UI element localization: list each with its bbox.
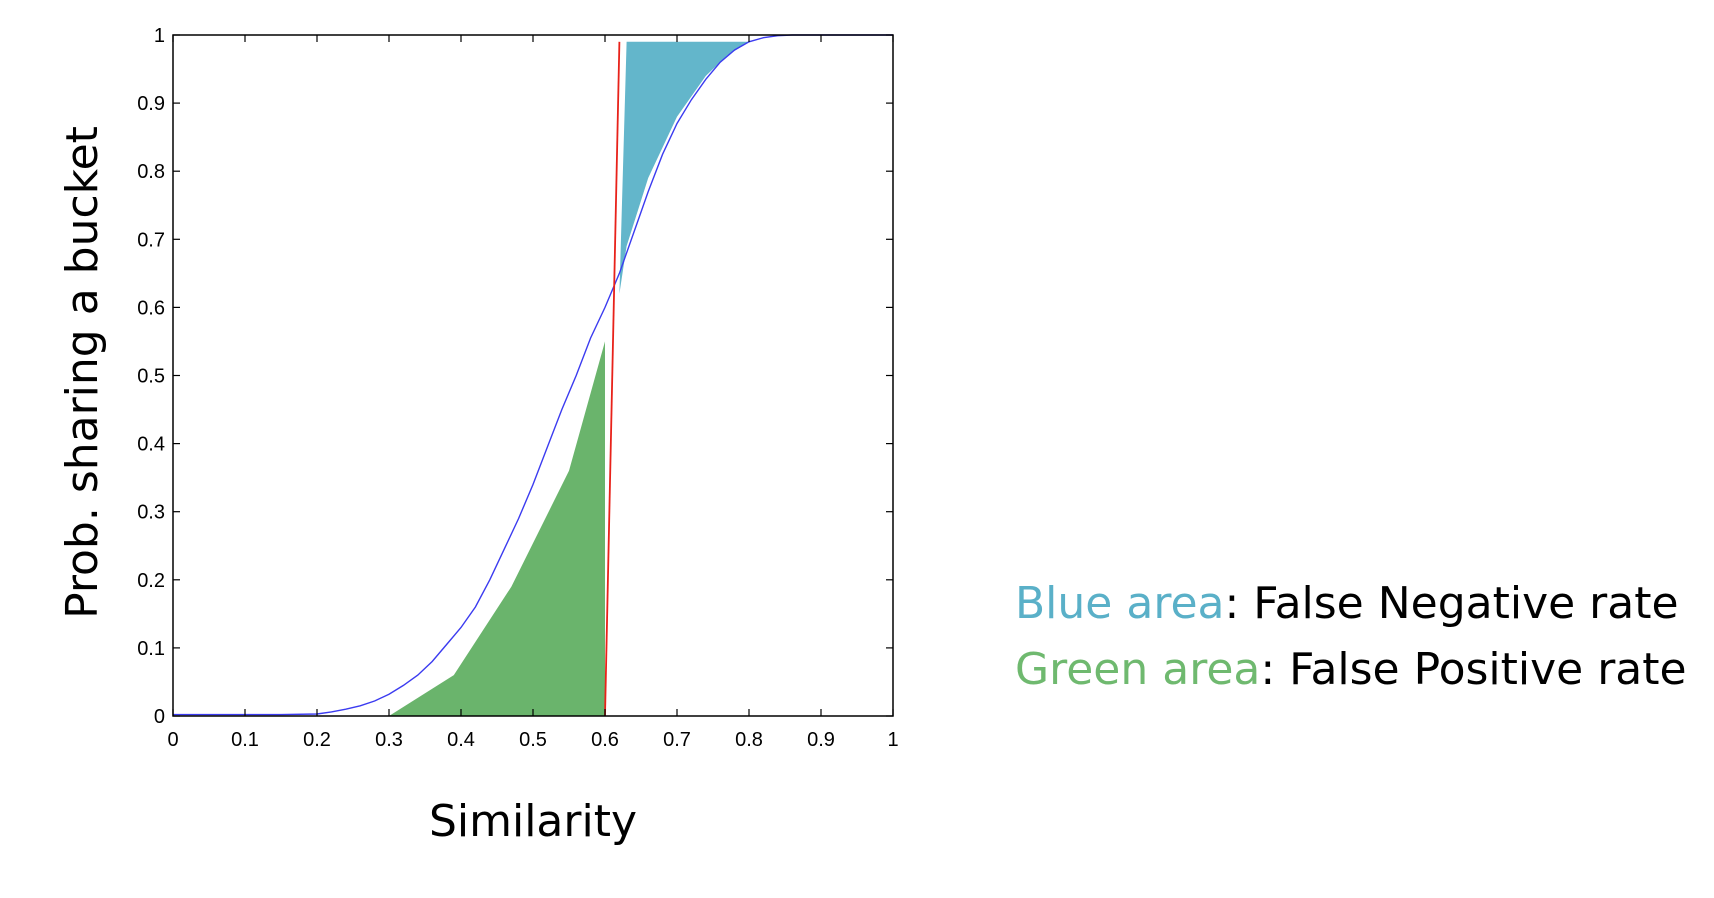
x-tick-label: 0.1 [231, 729, 259, 751]
legend-green-area-term: Green area [1015, 644, 1261, 695]
y-axis-title: Prob. sharing a bucket [57, 126, 108, 619]
y-tick-label: 0.8 [137, 161, 165, 183]
y-tick-label: 0.1 [137, 638, 165, 660]
blue-area-false-negative [619, 41, 749, 294]
legend-blue-area-term: Blue area [1015, 578, 1225, 629]
shaded-areas [389, 41, 749, 716]
x-tick-label: 0.8 [735, 729, 763, 751]
legend-false-positive-desc: : False Positive rate [1260, 644, 1687, 695]
s-curve-line [173, 34, 893, 716]
x-tick-label: 0.6 [591, 729, 619, 751]
legend-false-negative-desc: : False Negative rate [1224, 578, 1679, 629]
x-tick-label: 1 [887, 729, 898, 751]
legend-false-negative: Blue area: False Negative rate [1015, 571, 1687, 637]
curves [173, 34, 893, 717]
y-tick-label: 0.3 [137, 502, 165, 524]
x-tick-label: 0.4 [447, 729, 475, 751]
x-axis-title: Similarity [429, 796, 637, 847]
x-tick-label: 0.7 [663, 729, 691, 751]
y-tick-label: 0.2 [137, 570, 165, 592]
threshold-line [604, 41, 621, 717]
y-tick-label: 0.9 [137, 93, 165, 115]
y-tick-label: 1 [154, 25, 165, 47]
y-tick-label: 0.4 [137, 434, 165, 456]
y-tick-label: 0.6 [137, 297, 165, 319]
x-tick-label: 0.9 [807, 729, 835, 751]
legend: Blue area: False Negative rate Green are… [1015, 571, 1687, 703]
y-tick-label: 0.7 [137, 229, 165, 251]
x-tick-label: 0.5 [519, 729, 547, 751]
legend-false-positive: Green area: False Positive rate [1015, 637, 1687, 703]
x-tick-label: 0.3 [375, 729, 403, 751]
y-tick-label: 0 [154, 706, 165, 728]
y-tick-label: 0.5 [137, 366, 165, 388]
axis-ticks: 0 0.1 0.2 0.3 0.4 0.5 0.6 0.7 0.8 0.9 1 0 0.1 0.2 0.3 0… [137, 25, 898, 751]
x-tick-label: 0.2 [303, 729, 331, 751]
green-area-false-positive [389, 341, 605, 716]
x-tick-label: 0 [167, 729, 178, 751]
